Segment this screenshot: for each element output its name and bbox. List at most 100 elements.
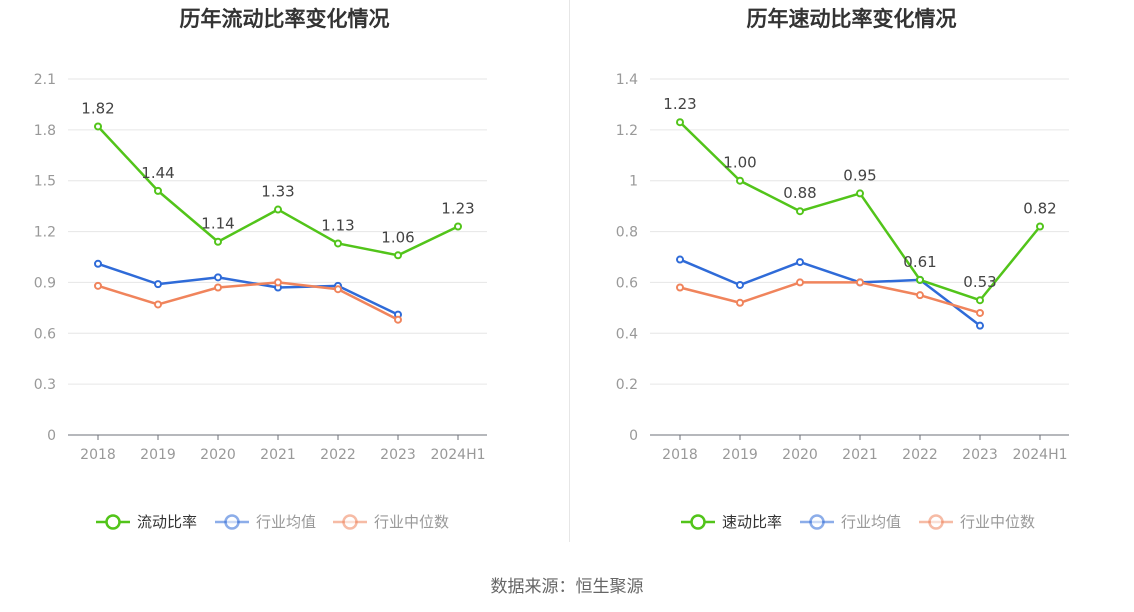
quick-ratio-chart: 历年速动比率变化情况 0 0.2 0.4 0.6 0.8 1 1.2 1.4 2018 2019 20… <box>616 7 1069 531</box>
y-tick-label: 0.6 <box>34 326 56 342</box>
chart-divider <box>569 0 570 542</box>
legend-label: 行业均值 <box>256 513 316 531</box>
data-point <box>154 186 162 195</box>
y-tick-label: 1.2 <box>616 123 638 139</box>
data-point <box>334 285 342 294</box>
x-tick-label: 2018 <box>662 447 698 463</box>
data-point <box>334 239 342 248</box>
data-point <box>796 207 804 216</box>
current-ratio-chart: 历年流动比率变化情况 0 0.3 0.6 0.9 1.2 1.5 1.8 2.1 2018 2019… <box>34 7 487 531</box>
y-tick-label: 1.5 <box>34 174 56 190</box>
y-tick-label: 0.3 <box>34 377 56 393</box>
data-label: 1.23 <box>441 199 474 217</box>
series-2 <box>676 278 984 317</box>
legend-marker <box>105 514 121 530</box>
legend-item-0: 速动比率 <box>681 513 782 531</box>
data-point <box>214 237 222 246</box>
series-line <box>97 281 399 321</box>
y-tick-label: 1.4 <box>616 72 638 88</box>
y-tick-label: 0.4 <box>616 326 638 342</box>
legend-marker <box>690 514 706 530</box>
data-point <box>916 291 924 300</box>
data-point <box>736 280 744 289</box>
series-0 <box>94 122 462 260</box>
data-label: 0.95 <box>843 166 876 184</box>
data-point <box>94 259 102 268</box>
y-tick-label: 1.2 <box>34 225 56 241</box>
legend-marker <box>224 514 240 530</box>
data-point <box>736 298 744 307</box>
legend-label: 行业中位数 <box>374 513 449 531</box>
data-point <box>976 308 984 317</box>
data-point <box>796 278 804 287</box>
data-point <box>214 273 222 282</box>
x-tick-label: 2020 <box>782 447 818 463</box>
legend-item-2: 行业中位数 <box>919 513 1035 531</box>
y-tick-label: 1.8 <box>34 123 56 139</box>
data-point <box>274 278 282 287</box>
x-tick-label: 2023 <box>380 447 416 463</box>
series-0 <box>676 118 1044 305</box>
x-tick-label: 2021 <box>842 447 878 463</box>
legend-item-0: 流动比率 <box>96 513 197 531</box>
legend-marker <box>809 514 825 530</box>
data-point <box>394 315 402 324</box>
legend-label: 速动比率 <box>722 513 782 531</box>
series-1 <box>94 259 402 319</box>
x-tick-label: 2023 <box>962 447 998 463</box>
data-label: 1.44 <box>141 164 174 182</box>
data-point <box>736 176 744 185</box>
data-point <box>154 280 162 289</box>
data-point <box>976 321 984 330</box>
x-tick-label: 2022 <box>902 447 938 463</box>
legend-marker <box>928 514 944 530</box>
data-label: 0.82 <box>1023 199 1056 217</box>
data-point <box>916 275 924 284</box>
data-point <box>976 296 984 305</box>
data-label: 1.23 <box>663 95 696 113</box>
x-tick-label: 2024H1 <box>430 447 485 463</box>
data-point <box>274 205 282 214</box>
x-tick-label: 2021 <box>260 447 296 463</box>
x-tick-label: 2019 <box>140 447 176 463</box>
y-tick-label: 0.9 <box>34 275 56 291</box>
series-line <box>97 262 399 316</box>
data-source-note: 数据来源：恒生聚源 <box>490 577 644 597</box>
chart-title: 历年流动比率变化情况 <box>180 7 390 31</box>
data-label: 1.82 <box>81 99 114 117</box>
legend-item-1: 行业均值 <box>800 513 901 531</box>
x-tick-label: 2018 <box>80 447 116 463</box>
data-label: 0.61 <box>903 253 936 271</box>
y-tick-label: 0 <box>629 428 638 444</box>
y-tick-label: 2.1 <box>34 72 56 88</box>
x-tick-label: 2020 <box>200 447 236 463</box>
data-label: 0.53 <box>963 273 996 291</box>
data-point <box>394 251 402 260</box>
data-point <box>676 255 684 264</box>
data-label: 1.00 <box>723 154 756 172</box>
series-1 <box>676 255 984 330</box>
x-tick-label: 2024H1 <box>1012 447 1067 463</box>
legend-label: 流动比率 <box>137 513 197 531</box>
data-point <box>676 118 684 127</box>
y-tick-label: 0 <box>47 428 56 444</box>
data-point <box>154 300 162 309</box>
legend-item-2: 行业中位数 <box>333 513 449 531</box>
chart-title: 历年速动比率变化情况 <box>747 7 957 31</box>
data-label: 0.88 <box>783 184 816 202</box>
data-point <box>676 283 684 292</box>
data-point <box>856 278 864 287</box>
data-point <box>1036 222 1044 231</box>
legend-item-1: 行业均值 <box>215 513 316 531</box>
data-point <box>796 258 804 267</box>
legend-label: 行业中位数 <box>960 513 1035 531</box>
legend-marker <box>342 514 358 530</box>
data-label: 1.06 <box>381 228 414 246</box>
legend-label: 行业均值 <box>841 513 901 531</box>
data-label: 1.13 <box>321 216 354 234</box>
data-point <box>94 281 102 290</box>
data-point <box>214 283 222 292</box>
data-label: 1.33 <box>261 183 294 201</box>
y-tick-label: 1 <box>629 174 638 190</box>
